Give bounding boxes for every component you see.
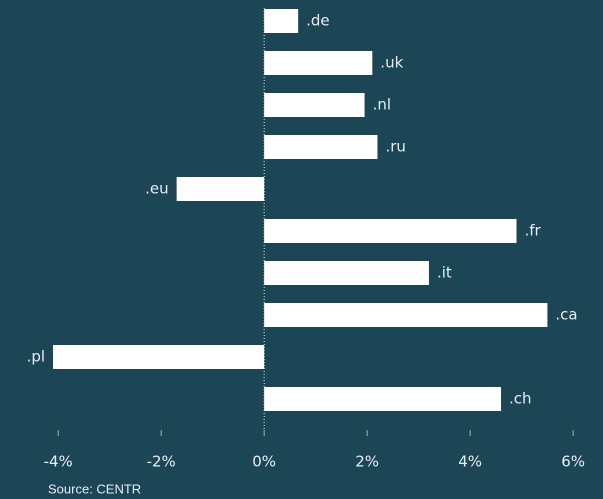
x-tick-label: 6% (561, 453, 585, 471)
bar-label: .fr (524, 222, 541, 240)
bar (264, 51, 373, 75)
bar-label: .ca (555, 306, 577, 324)
bar (264, 9, 299, 33)
x-tick-label: 4% (458, 453, 482, 471)
bar-label: .ru (385, 138, 405, 156)
bar (264, 303, 548, 327)
bar-label: .it (437, 264, 452, 282)
bar (53, 345, 265, 369)
x-tick-label: 0% (252, 453, 276, 471)
x-tick-label: -2% (147, 453, 176, 471)
bar (264, 135, 378, 159)
x-tick-label: -4% (44, 453, 73, 471)
bar (176, 177, 265, 201)
bar (264, 219, 517, 243)
bar-label: .uk (380, 54, 403, 72)
bar-label: .ch (509, 390, 532, 408)
bar-label: .de (306, 12, 330, 30)
bar (264, 387, 502, 411)
bar-label: .nl (373, 96, 391, 114)
bar-label: .pl (27, 348, 45, 366)
source-note: Source: CENTR (48, 481, 141, 496)
x-tick-label: 2% (355, 453, 379, 471)
bar-label: .eu (145, 180, 169, 198)
bar (264, 261, 429, 285)
bar (264, 93, 365, 117)
